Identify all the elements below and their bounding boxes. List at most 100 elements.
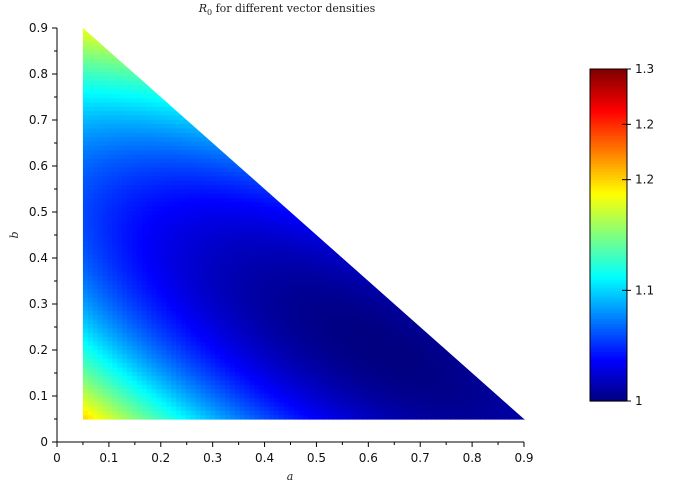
heatmap-cell <box>435 345 442 351</box>
heatmap-cell <box>416 384 422 390</box>
heatmap-cell <box>215 384 221 390</box>
heatmap-cell <box>274 297 280 303</box>
heatmap-cell <box>234 180 241 185</box>
heatmap-cell <box>215 306 221 311</box>
heatmap-cell <box>249 284 256 290</box>
heatmap-cell <box>225 171 231 177</box>
heatmap-cell <box>97 379 104 385</box>
heatmap-cell <box>87 101 94 107</box>
colorbar-band <box>590 254 627 258</box>
heatmap-cell <box>357 279 363 285</box>
heatmap-cell <box>435 349 442 355</box>
heatmap-cell <box>131 340 138 346</box>
heatmap-cell <box>102 188 109 194</box>
heatmap-cell <box>489 388 496 394</box>
heatmap-cell <box>127 362 133 368</box>
heatmap-cell <box>190 188 197 194</box>
heatmap-cell <box>185 162 192 168</box>
heatmap-cell <box>396 353 403 359</box>
heatmap-cell <box>136 301 143 307</box>
heatmap-cell <box>249 223 256 229</box>
heatmap-cell <box>87 232 94 238</box>
heatmap-cell <box>249 405 256 411</box>
heatmap-cell <box>146 97 153 103</box>
heatmap-cell <box>416 371 422 377</box>
y-tick-label: 0.8 <box>29 67 48 81</box>
heatmap-cell <box>92 201 99 207</box>
heatmap-cell <box>107 340 113 346</box>
heatmap-cell <box>122 384 128 390</box>
heatmap-cell <box>190 362 197 368</box>
heatmap-cell <box>131 158 138 164</box>
heatmap-cell <box>146 375 153 381</box>
heatmap-cell <box>195 384 202 390</box>
heatmap-cell <box>180 149 187 155</box>
heatmap-cell <box>210 310 216 316</box>
heatmap-cell <box>283 388 290 394</box>
heatmap-cell <box>323 332 329 338</box>
heatmap-cell <box>376 306 383 311</box>
heatmap-cell <box>455 375 461 381</box>
heatmap-cell <box>283 336 290 342</box>
heatmap-cell <box>210 401 216 407</box>
heatmap-cell <box>117 258 123 264</box>
heatmap-cell <box>131 206 138 212</box>
heatmap-cell <box>112 306 118 311</box>
heatmap-cell <box>288 366 295 372</box>
heatmap-cell <box>190 140 197 146</box>
heatmap-cell <box>156 371 162 377</box>
heatmap-cell <box>127 253 133 259</box>
heatmap-cell <box>122 171 128 177</box>
heatmap-cell <box>283 358 290 364</box>
heatmap-cell <box>92 297 99 303</box>
heatmap-cell <box>161 279 167 285</box>
colorbar-gradient <box>590 69 627 402</box>
heatmap-cell <box>465 410 471 416</box>
heatmap-cell <box>421 332 427 338</box>
heatmap-cell <box>288 232 295 238</box>
heatmap-cell <box>171 375 177 381</box>
heatmap-cell <box>146 106 153 112</box>
heatmap-cell <box>421 366 427 372</box>
heatmap-cell <box>107 384 113 390</box>
heatmap-cell <box>313 392 319 398</box>
heatmap-cell <box>97 388 104 394</box>
heatmap-cell <box>97 232 104 238</box>
heatmap-cell <box>470 375 476 381</box>
heatmap-cell <box>180 119 187 125</box>
heatmap-cell <box>264 193 270 199</box>
heatmap-cell <box>288 345 295 351</box>
heatmap-cell <box>87 54 94 60</box>
heatmap-cell <box>190 232 197 238</box>
heatmap-cell <box>264 223 270 229</box>
heatmap-cell <box>381 410 388 416</box>
heatmap-cell <box>180 193 187 199</box>
heatmap-cell <box>396 306 403 311</box>
heatmap-cell <box>391 306 398 311</box>
heatmap-cell <box>127 123 133 129</box>
heatmap-cell <box>180 384 187 390</box>
heatmap-cell <box>122 153 128 159</box>
heatmap-cell <box>298 375 305 381</box>
heatmap-cell <box>97 184 104 190</box>
heatmap-cell <box>210 293 216 298</box>
heatmap-cell <box>465 379 471 385</box>
heatmap-cell <box>234 332 241 338</box>
heatmap-cell <box>87 132 94 138</box>
heatmap-cell <box>239 310 246 316</box>
heatmap-cell <box>396 375 403 381</box>
heatmap-cell <box>229 397 236 403</box>
heatmap-cell <box>288 271 295 277</box>
heatmap-cell <box>264 332 270 338</box>
heatmap-cell <box>176 405 182 411</box>
heatmap-cell <box>171 353 177 359</box>
colorbar-band <box>590 146 627 150</box>
heatmap-cell <box>367 388 373 394</box>
heatmap-cell <box>308 288 314 294</box>
heatmap-cell <box>180 323 187 329</box>
heatmap-cell <box>131 114 138 120</box>
colorbar-band <box>590 69 627 73</box>
heatmap-cell <box>416 388 422 394</box>
heatmap-cell <box>161 232 167 238</box>
heatmap-cell <box>102 392 109 398</box>
